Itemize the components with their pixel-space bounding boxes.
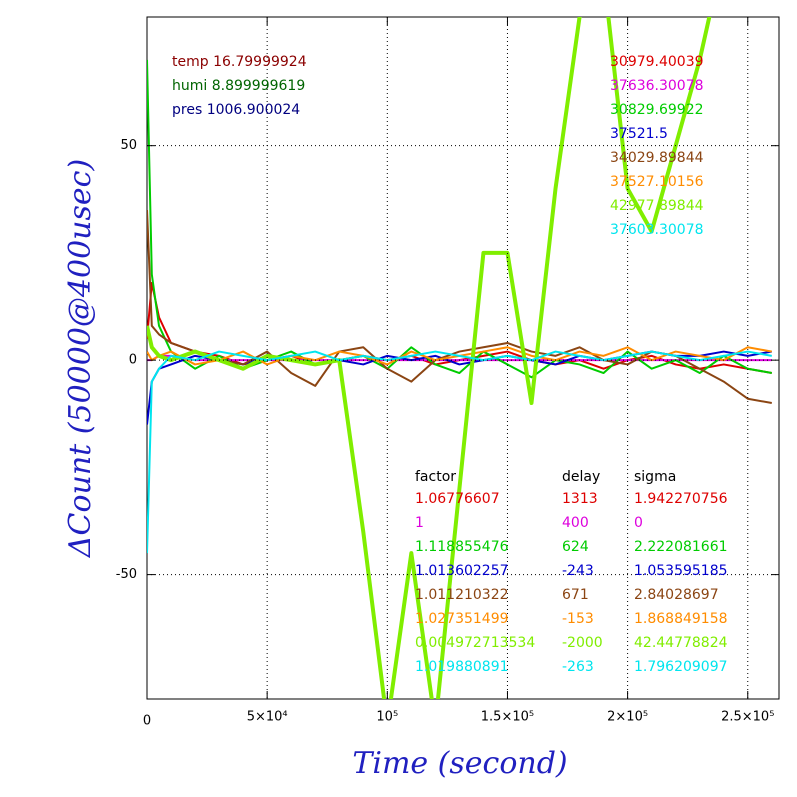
table-cell: 1.019880891 [415,659,509,675]
series-name: 30829.69922 [610,102,704,118]
series-name: 37636.30078 [610,78,704,94]
series-name: 37603.30078 [610,222,704,238]
table-cell: 1.868849158 [634,611,728,627]
x-tick-label: 1.5×10⁵ [481,710,534,725]
table-cell: 671 [562,587,589,603]
table-header: sigma [634,469,676,485]
table-cell: -263 [562,659,594,675]
table-cell: 1.06776607 [415,491,500,507]
y-tick-label: 0 [129,353,137,368]
table-cell: 1.013602257 [415,563,509,579]
env-reading: temp 16.79999924 [172,54,307,70]
x-tick-label: 10⁵ [376,710,398,725]
table-cell: 2.84028697 [634,587,719,603]
table-cell: 1.796209097 [634,659,728,675]
table-cell: 1313 [562,491,598,507]
x-tick-label: 0 [143,714,151,729]
series-name: 42977.89844 [610,198,704,214]
table-cell: 0 [634,515,643,531]
table-cell: 1.027351499 [415,611,509,627]
series-name: 34029.89844 [610,150,704,166]
table-cell: 2.222081661 [634,539,728,555]
env-reading: pres 1006.900024 [172,102,300,118]
series-name: 30979.40039 [610,54,704,70]
table-cell: 1.011210322 [415,587,509,603]
table-cell: 1.053595185 [634,563,728,579]
series-name: 37527.10156 [610,174,704,190]
lines [147,17,772,699]
table-cell: -2000 [562,635,603,651]
table-cell: 42.44778824 [634,635,728,651]
table-cell: 400 [562,515,589,531]
y-tick-label: 50 [120,138,137,153]
series-line [147,209,772,405]
table-cell: 624 [562,539,589,555]
y-tick-label: -50 [116,567,137,582]
env-reading: humi 8.899999619 [172,78,305,94]
plot-frame [146,16,780,700]
x-tick-label: 2.5×10⁵ [721,710,774,725]
table-header: factor [415,469,456,485]
table-cell: 0.004972713534 [415,635,535,651]
series-name: 37521.5 [610,126,668,142]
x-axis-label: Time (second) [352,746,567,781]
table-cell: 1.118855476 [415,539,509,555]
table-header: delay [562,469,600,485]
x-tick-label: 5×10⁴ [247,710,288,725]
series-line [147,17,712,699]
table-cell: 1.942270756 [634,491,728,507]
y-axis-label: ΔCount (50000@400usec) [63,159,98,558]
table-cell: 1 [415,515,424,531]
x-tick-label: 2×10⁵ [607,710,648,725]
series-line [147,350,772,554]
table-cell: -153 [562,611,594,627]
table-cell: -243 [562,563,594,579]
